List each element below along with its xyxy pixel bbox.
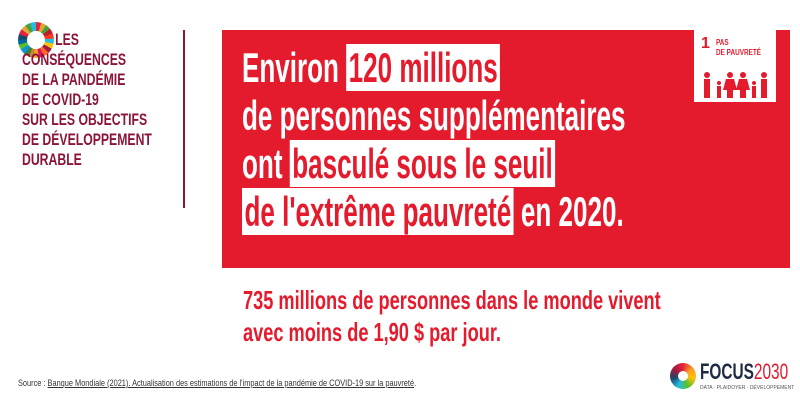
source-citation: Source : Banque Mondiale (2021). Actuali… [18, 378, 416, 389]
subtext-line: 735 millions de personnes dans le monde … [243, 285, 661, 315]
logo-year: 2030 [753, 359, 789, 384]
sidebar-line: DE COVID-19 [22, 90, 99, 109]
headline-panel: Environ 120 millions de personnes supplé… [222, 30, 790, 268]
headline-text: ont [242, 140, 283, 187]
source-suffix: . [414, 378, 417, 388]
sidebar-title: LES CONSÉQUENCES DE LA PANDÉMIE DE COVID… [22, 30, 202, 170]
sdg-wheel-icon [18, 22, 54, 58]
headline-highlight: de l'extrême pauvreté [242, 188, 514, 235]
focus2030-logo: FOCUS2030 DATA · PLAIDOYER · DÉVELOPPEME… [670, 361, 794, 393]
goal-number: 1 [701, 35, 710, 52]
headline-text: en 2020. [520, 188, 624, 235]
goal-title-line: PAS [716, 38, 729, 47]
sidebar-line: LES [55, 30, 79, 49]
goal-title-line: DE PAUVRETÉ [716, 48, 762, 57]
sidebar-line: DURABLE [22, 150, 82, 169]
logo-name: FOCUS [700, 359, 754, 384]
headline-highlight: 120 millions [346, 44, 501, 91]
headline: Environ 120 millions de personnes supplé… [242, 44, 800, 236]
family-icon [704, 72, 767, 98]
divider [183, 30, 185, 208]
logo-ring-icon [670, 363, 696, 389]
headline-text: Environ [242, 44, 339, 91]
logo-text: FOCUS2030 [700, 361, 788, 383]
sdg-goal-badge: 1 PAS DE PAUVRETÉ [694, 30, 776, 102]
headline-highlight: basculé sous le seuil [289, 140, 556, 187]
goal-title: PAS DE PAUVRETÉ [716, 38, 761, 58]
sidebar-line: CONSÉQUENCES [22, 50, 127, 69]
subtext-line: avec moins de 1,90 $ par jour. [243, 317, 501, 347]
sidebar-line: DE DÉVELOPPEMENT [22, 130, 152, 149]
sidebar-line: DE LA PANDÉMIE [22, 70, 126, 89]
logo-tagline: DATA · PLAIDOYER · DÉVELOPPEMENT [700, 385, 795, 391]
source-link[interactable]: Banque Mondiale (2021). Actualisation de… [47, 378, 415, 388]
subtext: 735 millions de personnes dans le monde … [243, 284, 800, 348]
sidebar-line: SUR LES OBJECTIFS [22, 110, 148, 129]
source-label: Source : [18, 378, 48, 388]
headline-text: de personnes supplémentaires [242, 92, 626, 139]
